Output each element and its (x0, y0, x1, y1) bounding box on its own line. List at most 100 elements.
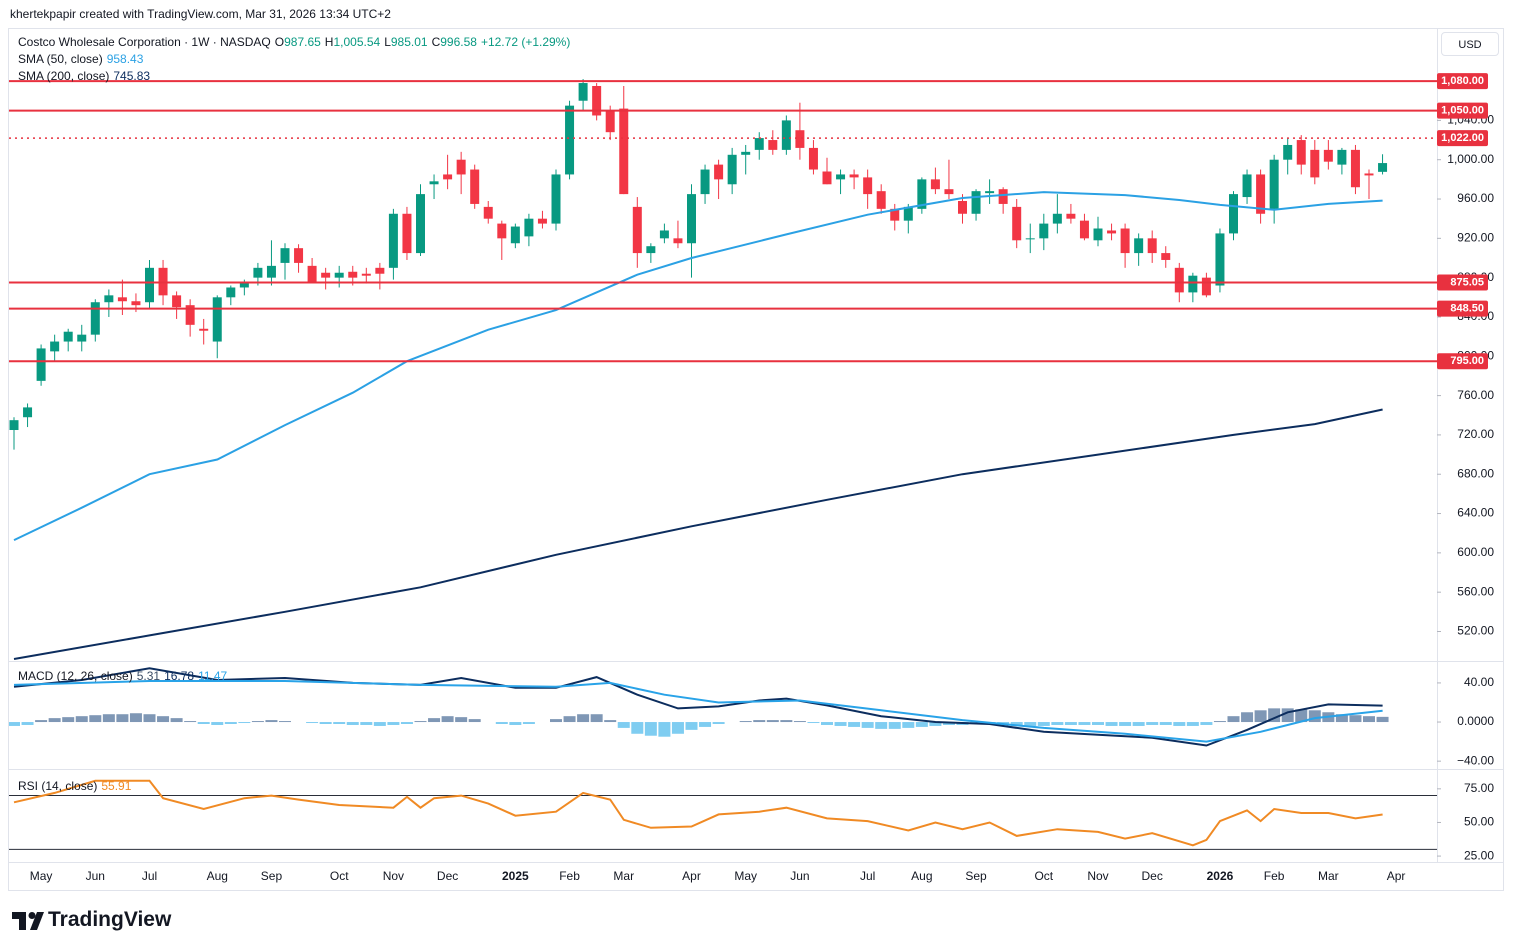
macd-histogram-bar (888, 722, 901, 729)
candle-body (497, 223, 507, 239)
candle-body (673, 238, 683, 244)
macd-histogram-bar (251, 721, 264, 723)
y-tick-label: 0.0000 (1457, 714, 1494, 728)
x-tick-label: Sep (261, 869, 283, 883)
macd-histogram-bar (942, 722, 955, 725)
candle-body (36, 348, 46, 381)
macd-histogram-bar (116, 714, 129, 723)
y-tick-label: 760.00 (1457, 388, 1494, 402)
y-tick-label: 1,000.00 (1447, 152, 1494, 166)
indicator-title: RSI (14, close) (18, 779, 98, 793)
x-tick-label: Jun (790, 869, 809, 883)
macd-histogram-bar (590, 714, 603, 723)
macd-histogram-bar (468, 719, 481, 723)
macd-histogram-bar (1363, 716, 1375, 723)
candle-body (131, 301, 141, 306)
level-tag (1437, 300, 1488, 317)
currency-button[interactable]: USD (1441, 32, 1499, 56)
macd-histogram-bar (915, 722, 928, 727)
macd-histogram-bar (563, 716, 576, 723)
y-tick-label: 520.00 (1457, 624, 1494, 638)
candle-body (90, 302, 100, 335)
macd-histogram-bar (550, 719, 562, 723)
candle-body (890, 208, 900, 221)
macd-histogram-bar (1078, 722, 1091, 725)
macd-histogram-bar (780, 720, 793, 723)
candle-body (443, 174, 453, 180)
x-tick-label: Dec (437, 869, 458, 883)
candle-body (958, 200, 967, 214)
macd-histogram-bar (1241, 712, 1254, 723)
candle-body (266, 265, 276, 278)
candle-body (1229, 194, 1238, 234)
candle-body (795, 130, 805, 148)
x-tick-label: Sep (965, 869, 987, 883)
macd-histogram-bar (197, 722, 210, 724)
candle-body (226, 287, 236, 298)
macd-histogram-bar (346, 722, 359, 725)
candle-body (1269, 159, 1279, 209)
macd-line (13, 680, 1383, 743)
candle-body (1364, 173, 1374, 176)
level-tag (1437, 130, 1488, 147)
candle-body (714, 164, 724, 180)
x-tick-label: Nov (1087, 869, 1108, 883)
change-value: +12.72 (+1.29%) (480, 35, 571, 49)
macd-histogram-bar (455, 717, 468, 723)
y-tick-label: 40.00 (1464, 675, 1494, 689)
macd-histogram-bar (1308, 710, 1321, 723)
macd-histogram-bar (238, 722, 251, 724)
macd-histogram-bar (631, 722, 644, 734)
candle-body (903, 206, 913, 221)
macd-histogram-bar (265, 720, 278, 723)
level-tag-label: 848.50 (1450, 303, 1484, 315)
macd-line (13, 667, 1383, 747)
candle-body (1107, 230, 1117, 234)
candle-body (578, 83, 588, 101)
candle-body (172, 295, 182, 308)
macd-histogram-bar (1105, 722, 1118, 726)
macd-histogram-bar (902, 722, 915, 728)
ohlc-value: 985.01 (390, 35, 428, 49)
ohlc-value: 996.58 (440, 35, 477, 49)
macd-histogram-bar (793, 721, 806, 723)
level-tag-label: 1,022.00 (1441, 132, 1484, 144)
candle-body (741, 151, 751, 155)
candle-body (1256, 174, 1266, 214)
macd-histogram-bar (319, 722, 332, 724)
price-legend: Costco Wholesale Corporation · 1W · NASD… (18, 35, 574, 49)
candle-body (1079, 220, 1089, 239)
macd-histogram-bar (1146, 722, 1159, 725)
candle-body (1283, 144, 1293, 160)
candle-body (1188, 275, 1198, 293)
x-tick-label: Mar (1318, 869, 1339, 883)
macd-histogram-bar (821, 722, 833, 725)
y-tick-label: 25.00 (1464, 848, 1494, 862)
macd-histogram-bar (522, 722, 535, 724)
macd-histogram-bar (184, 721, 197, 723)
x-tick-label: Jul (142, 869, 157, 883)
sma-name: SMA (200, close) (18, 69, 110, 83)
macd-histogram-bar (333, 722, 346, 724)
candle-body (524, 218, 534, 237)
macd-histogram-bar (1173, 722, 1186, 726)
brand-name: TradingView (48, 908, 172, 931)
macd-histogram-bar (35, 720, 48, 723)
x-tick-label: Feb (1264, 869, 1285, 883)
candle-body (876, 191, 886, 209)
macd-histogram-bar (1376, 716, 1389, 723)
symbol-title: Costco Wholesale Corporation · 1W · NASD… (18, 35, 271, 49)
macd-histogram-bar (143, 714, 156, 723)
macd-histogram-bar (699, 722, 712, 727)
y-tick-label: 960.00 (1457, 191, 1494, 205)
candle-body (402, 213, 412, 254)
candle-body (307, 265, 317, 282)
candle-body (429, 181, 439, 185)
level-tag-label: 795.00 (1450, 355, 1484, 367)
ohlc-key: O (274, 35, 285, 49)
candle-body (619, 108, 629, 195)
x-tick-label: 2025 (502, 869, 529, 883)
indicator-value: 55.91 (101, 779, 132, 793)
candle-body (632, 206, 642, 254)
candle-body (659, 230, 669, 239)
